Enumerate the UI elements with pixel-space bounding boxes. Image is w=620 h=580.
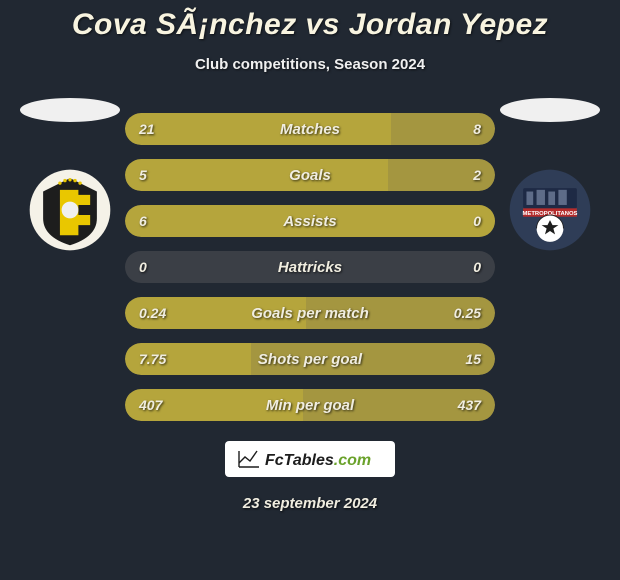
stat-fill-left <box>125 159 388 191</box>
player-left-oval <box>20 98 120 122</box>
stat-value-left: 5 <box>139 159 147 191</box>
stat-fill-left <box>125 205 495 237</box>
team-right-crest: METROPOLITANOS <box>500 168 600 252</box>
team-left-crest <box>20 168 120 252</box>
stat-value-left: 0 <box>139 251 147 283</box>
stat-value-right: 2 <box>473 159 481 191</box>
stat-value-left: 407 <box>139 389 162 421</box>
stats-bars: 218Matches52Goals60Assists00Hattricks0.2… <box>125 113 495 421</box>
stat-row: 407437Min per goal <box>125 389 495 421</box>
stat-value-left: 6 <box>139 205 147 237</box>
page-subtitle: Club competitions, Season 2024 <box>0 56 620 73</box>
stat-row: 0 0Hattricks <box>125 251 495 283</box>
stat-value-right: 0 <box>473 205 481 237</box>
stat-fill-left <box>125 113 391 145</box>
page-title: Cova SÃ¡nchez vs Jordan Yepez <box>0 8 620 42</box>
stat-value-right: 437 <box>458 389 481 421</box>
stat-value-left: 7.75 <box>139 343 166 375</box>
svg-text:FcTables.com: FcTables.com <box>265 452 371 469</box>
stat-row: 7.7515Shots per goal <box>125 343 495 375</box>
stat-row: 60Assists <box>125 205 495 237</box>
stat-row: 52Goals <box>125 159 495 191</box>
stat-value-left: 21 <box>139 113 155 145</box>
stat-value-right: 15 <box>465 343 481 375</box>
brand-logo-icon: FcTables.com <box>235 445 385 473</box>
team-left-crest-icon <box>28 168 112 252</box>
team-right-crest-icon: METROPOLITANOS <box>508 168 592 252</box>
stat-row: 0.240.25Goals per match <box>125 297 495 329</box>
stat-value-right: 0 <box>473 251 481 283</box>
stat-fill-right <box>251 343 495 375</box>
stat-value-right: 0.25 <box>454 297 481 329</box>
footer-date: 23 september 2024 <box>0 495 620 512</box>
brand-badge[interactable]: FcTables.com <box>225 441 395 477</box>
comparison-content: METROPOLITANOS 218Matches52Goals60Assist… <box>0 113 620 512</box>
player-right-oval <box>500 98 600 122</box>
stat-row: 218Matches <box>125 113 495 145</box>
stat-value-right: 8 <box>473 113 481 145</box>
stat-value-left: 0.24 <box>139 297 166 329</box>
stat-label: Hattricks <box>125 251 495 283</box>
